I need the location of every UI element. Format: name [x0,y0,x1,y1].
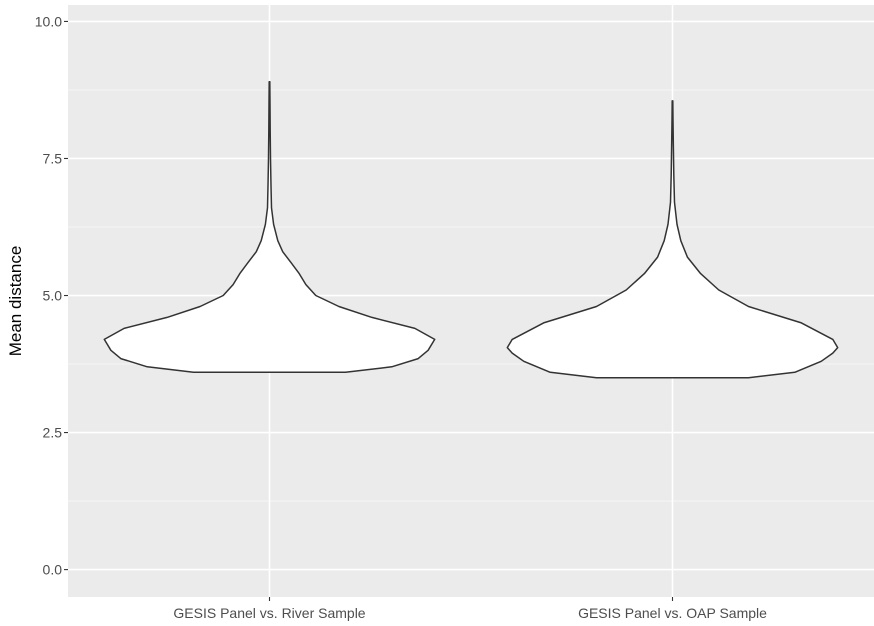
violins [103,80,839,379]
y-tick-label: 2.5 [43,425,63,441]
x-tick-label: GESIS Panel vs. OAP Sample [578,605,767,621]
x-axis: GESIS Panel vs. River Sample GESIS Panel … [173,597,767,621]
y-tick-label: 7.5 [43,150,63,166]
violin-2 [506,100,839,379]
y-tick-label: 10.0 [35,13,62,29]
y-tick-label: 0.0 [43,562,63,578]
y-axis-title: Mean distance [6,246,25,357]
x-tick-label: GESIS Panel vs. River Sample [173,605,365,621]
violin-1 [103,80,436,374]
y-axis: 0.0 2.5 5.0 7.5 10.0 [35,13,68,578]
y-tick-label: 5.0 [43,288,63,304]
plot-panel [68,5,874,597]
